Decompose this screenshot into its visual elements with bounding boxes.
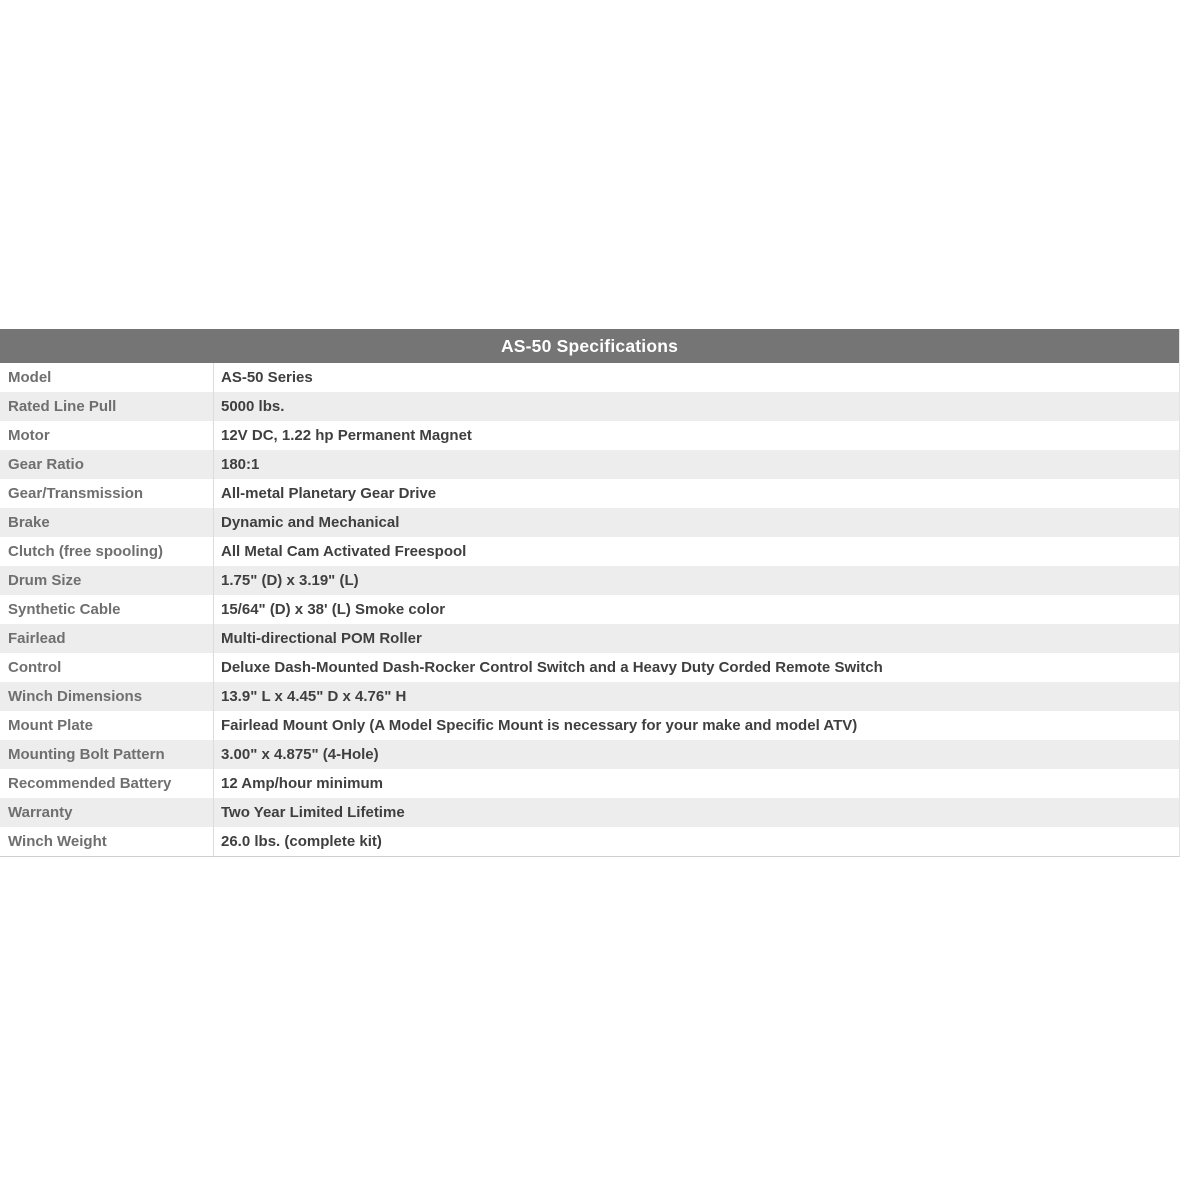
spec-value: Deluxe Dash-Mounted Dash-Rocker Control … — [221, 659, 883, 676]
table-row: Rated Line Pull 5000 lbs. — [0, 392, 1179, 421]
spec-label: Gear Ratio — [0, 450, 214, 479]
spec-value: All Metal Cam Activated Freespool — [221, 543, 467, 560]
specifications-table: AS-50 Specifications Model AS-50 Series … — [0, 329, 1180, 857]
spec-value: 3.00" x 4.875" (4-Hole) — [221, 746, 379, 763]
table-body: Model AS-50 Series Rated Line Pull 5000 … — [0, 363, 1179, 856]
spec-value: 180:1 — [221, 456, 260, 473]
table-row: Mount Plate Fairlead Mount Only (A Model… — [0, 711, 1179, 740]
spec-value: AS-50 Series — [221, 369, 313, 386]
table-row: Fairlead Multi-directional POM Roller — [0, 624, 1179, 653]
table-row: Control Deluxe Dash-Mounted Dash-Rocker … — [0, 653, 1179, 682]
spec-label: Recommended Battery — [0, 769, 214, 798]
table-row: Winch Weight 26.0 lbs. (complete kit) — [0, 827, 1179, 856]
spec-value: Two Year Limited Lifetime — [221, 804, 405, 821]
table-row: Synthetic Cable 15/64" (D) x 38' (L) Smo… — [0, 595, 1179, 624]
spec-value: Multi-directional POM Roller — [221, 630, 422, 647]
spec-label: Mount Plate — [0, 711, 214, 740]
spec-value: Dynamic and Mechanical — [221, 514, 400, 531]
spec-value: 1.75" (D) x 3.19" (L) — [221, 572, 359, 589]
spec-value: 12V DC, 1.22 hp Permanent Magnet — [221, 427, 472, 444]
spec-value: Fairlead Mount Only (A Model Specific Mo… — [221, 717, 858, 734]
table-row: Warranty Two Year Limited Lifetime — [0, 798, 1179, 827]
table-row: Model AS-50 Series — [0, 363, 1179, 392]
table-row: Motor 12V DC, 1.22 hp Permanent Magnet — [0, 421, 1179, 450]
table-row: Mounting Bolt Pattern 3.00" x 4.875" (4-… — [0, 740, 1179, 769]
table-row: Recommended Battery 12 Amp/hour minimum — [0, 769, 1179, 798]
spec-value: 5000 lbs. — [221, 398, 285, 415]
spec-label: Winch Dimensions — [0, 682, 214, 711]
table-row: Gear Ratio 180:1 — [0, 450, 1179, 479]
spec-label: Brake — [0, 508, 214, 537]
spec-value: 26.0 lbs. (complete kit) — [221, 833, 382, 850]
table-row: Brake Dynamic and Mechanical — [0, 508, 1179, 537]
spec-label: Fairlead — [0, 624, 214, 653]
table-row: Winch Dimensions 13.9" L x 4.45" D x 4.7… — [0, 682, 1179, 711]
table-row: Drum Size 1.75" (D) x 3.19" (L) — [0, 566, 1179, 595]
spec-value: 15/64" (D) x 38' (L) Smoke color — [221, 601, 446, 618]
spec-label: Clutch (free spooling) — [0, 537, 214, 566]
spec-label: Motor — [0, 421, 214, 450]
spec-label: Mounting Bolt Pattern — [0, 740, 214, 769]
spec-label: Gear/Transmission — [0, 479, 214, 508]
spec-label: Model — [0, 363, 214, 392]
spec-label: Rated Line Pull — [0, 392, 214, 421]
table-row: Clutch (free spooling) All Metal Cam Act… — [0, 537, 1179, 566]
spec-label: Synthetic Cable — [0, 595, 214, 624]
spec-label: Drum Size — [0, 566, 214, 595]
spec-label: Winch Weight — [0, 827, 214, 856]
table-row: Gear/Transmission All-metal Planetary Ge… — [0, 479, 1179, 508]
table-title: AS-50 Specifications — [0, 329, 1179, 363]
spec-value: 12 Amp/hour minimum — [221, 775, 383, 792]
spec-value: 13.9" L x 4.45" D x 4.76" H — [221, 688, 407, 705]
spec-value: All-metal Planetary Gear Drive — [221, 485, 437, 502]
spec-label: Control — [0, 653, 214, 682]
spec-label: Warranty — [0, 798, 214, 827]
